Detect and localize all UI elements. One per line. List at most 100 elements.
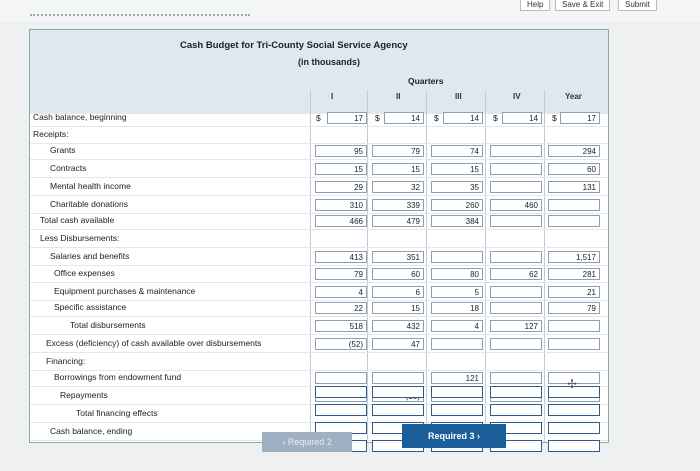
cell-q1[interactable]: 466 xyxy=(315,215,367,227)
cell-q4[interactable] xyxy=(490,215,542,227)
cell-q3[interactable]: 80 xyxy=(431,268,483,280)
cell-year[interactable]: 294 xyxy=(548,145,600,157)
save-exit-button[interactable]: Save & Exit xyxy=(555,0,611,11)
cell-q3[interactable]: 4 xyxy=(431,320,483,332)
cell-q2[interactable]: 14 xyxy=(384,112,424,124)
cell-q2[interactable]: 60 xyxy=(372,268,424,280)
cell-q4[interactable] xyxy=(490,163,542,175)
cell-q1[interactable]: 29 xyxy=(315,181,367,193)
cell-q2[interactable]: 15 xyxy=(372,163,424,175)
cell-q3[interactable]: 74 xyxy=(431,145,483,157)
sheet-subtitle: (in thousands) xyxy=(298,57,360,67)
cell-year[interactable]: 21 xyxy=(548,286,600,298)
cell-year[interactable] xyxy=(548,372,600,384)
dollar-sign: $ xyxy=(552,113,557,123)
prev-required-button[interactable]: ‹ Required 2 xyxy=(262,432,352,452)
cell-q3[interactable]: 384 xyxy=(431,215,483,227)
input-field[interactable] xyxy=(490,386,542,398)
row-label: Contracts xyxy=(50,163,87,173)
row-label: Borrowings from endowment fund xyxy=(54,372,182,382)
cell-q3[interactable]: 5 xyxy=(431,286,483,298)
cell-q4[interactable] xyxy=(490,338,542,350)
cell-q4[interactable] xyxy=(490,145,542,157)
cell-q1[interactable]: 4 xyxy=(315,286,367,298)
cell-year[interactable] xyxy=(548,215,600,227)
cell-q3[interactable]: 15 xyxy=(431,163,483,175)
cell-q2[interactable]: 339 xyxy=(372,199,424,211)
input-field[interactable] xyxy=(490,404,542,416)
input-field[interactable] xyxy=(315,404,367,416)
cell-q4[interactable] xyxy=(490,251,542,263)
dollar-sign: $ xyxy=(375,113,380,123)
input-field[interactable] xyxy=(548,422,600,434)
cell-q2[interactable] xyxy=(372,372,424,384)
row-label: Cash balance, ending xyxy=(50,426,133,436)
cell-q4[interactable] xyxy=(490,286,542,298)
cell-q1[interactable]: 95 xyxy=(315,145,367,157)
input-field[interactable] xyxy=(315,386,367,398)
row-label: Cash balance, beginning xyxy=(33,112,127,122)
cell-q2[interactable]: 79 xyxy=(372,145,424,157)
cell-q2[interactable]: 479 xyxy=(372,215,424,227)
input-field[interactable] xyxy=(548,440,600,452)
row-label: Total disbursements xyxy=(70,320,146,330)
cell-q4[interactable] xyxy=(490,181,542,193)
cell-q2[interactable]: 432 xyxy=(372,320,424,332)
cell-q4[interactable]: 127 xyxy=(490,320,542,332)
cell-q1[interactable]: 15 xyxy=(315,163,367,175)
cell-q1[interactable] xyxy=(315,372,367,384)
row-label: Excess (deficiency) of cash available ov… xyxy=(46,338,262,348)
cell-year[interactable] xyxy=(548,338,600,350)
cursor-icon: ✢ xyxy=(567,377,578,391)
row-label: Less Disbursements: xyxy=(40,233,120,243)
sheet-header: Cash Budget for Tri-County Social Servic… xyxy=(30,30,608,114)
row-label: Equipment purchases & maintenance xyxy=(54,286,196,296)
cell-year[interactable]: 79 xyxy=(548,302,600,314)
cell-q4[interactable]: 460 xyxy=(490,199,542,211)
cell-q1[interactable]: 310 xyxy=(315,199,367,211)
row-label: Grants xyxy=(50,145,76,155)
input-field[interactable] xyxy=(372,404,424,416)
cell-year[interactable]: 281 xyxy=(548,268,600,280)
cell-q1[interactable]: 22 xyxy=(315,302,367,314)
next-required-button[interactable]: Required 3 › xyxy=(402,424,506,448)
cell-q2[interactable]: 32 xyxy=(372,181,424,193)
input-field[interactable] xyxy=(431,404,483,416)
cell-year[interactable] xyxy=(548,320,600,332)
cell-q2[interactable]: 351 xyxy=(372,251,424,263)
cell-q2[interactable]: 6 xyxy=(372,286,424,298)
cell-q1[interactable]: 17 xyxy=(327,112,367,124)
input-field[interactable] xyxy=(372,386,424,398)
submit-button[interactable]: Submit xyxy=(618,0,657,11)
cell-q1[interactable]: 79 xyxy=(315,268,367,280)
cell-year[interactable]: 1,517 xyxy=(548,251,600,263)
cell-q1[interactable]: (52) xyxy=(315,338,367,350)
input-field[interactable] xyxy=(548,386,600,398)
cell-q1[interactable]: 413 xyxy=(315,251,367,263)
row-label: Receipts: xyxy=(33,129,69,139)
cell-q2[interactable]: 15 xyxy=(372,302,424,314)
help-button[interactable]: Help xyxy=(520,0,551,11)
cell-q4[interactable]: 62 xyxy=(490,268,542,280)
input-field[interactable] xyxy=(548,404,600,416)
cell-q3[interactable]: 260 xyxy=(431,199,483,211)
cell-q3[interactable]: 14 xyxy=(443,112,483,124)
dollar-sign: $ xyxy=(434,113,439,123)
cell-q2[interactable]: 47 xyxy=(372,338,424,350)
cell-q3[interactable] xyxy=(431,338,483,350)
cell-year[interactable]: 17 xyxy=(560,112,600,124)
cell-q4[interactable]: 14 xyxy=(502,112,542,124)
cell-year[interactable]: 60 xyxy=(548,163,600,175)
cell-q3[interactable]: 121 xyxy=(431,372,483,384)
cell-q3[interactable]: 18 xyxy=(431,302,483,314)
row-label: Specific assistance xyxy=(54,302,127,312)
cell-q4[interactable] xyxy=(490,372,542,384)
cell-q4[interactable] xyxy=(490,302,542,314)
cell-year[interactable]: 131 xyxy=(548,181,600,193)
cell-q3[interactable]: 35 xyxy=(431,181,483,193)
cell-q3[interactable] xyxy=(431,251,483,263)
row-label: Total cash available xyxy=(40,215,115,225)
cell-year[interactable] xyxy=(548,199,600,211)
input-field[interactable] xyxy=(431,386,483,398)
cell-q1[interactable]: 518 xyxy=(315,320,367,332)
